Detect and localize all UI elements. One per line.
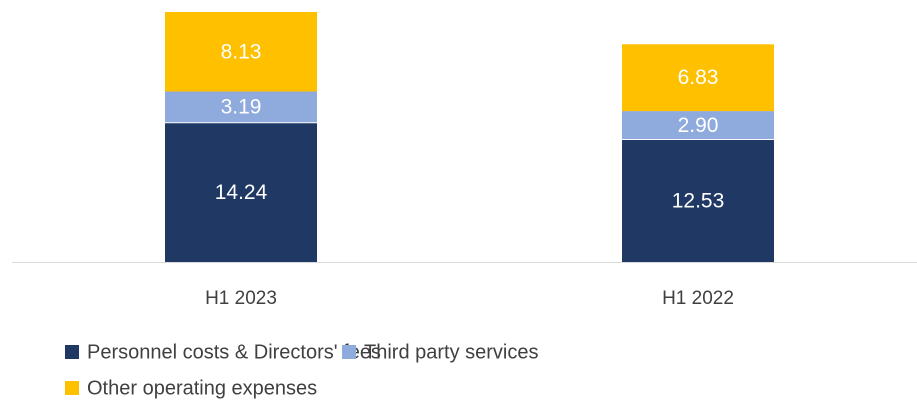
x-tick-label: H1 2022 (662, 288, 734, 309)
data-label: 6.83 (678, 66, 719, 89)
bar-segment (165, 91, 317, 123)
bar-segment (622, 111, 774, 140)
data-label: 14.24 (215, 181, 268, 204)
legend-label: Other operating expenses (87, 377, 317, 399)
x-tick-label: H1 2023 (205, 288, 277, 309)
legend-swatch (65, 345, 79, 359)
bar-segment (622, 44, 774, 112)
data-label: 12.53 (672, 189, 725, 212)
data-label: 8.13 (221, 40, 262, 63)
data-label: 3.19 (221, 96, 262, 119)
legend-swatch (342, 345, 356, 359)
bar-segment (165, 12, 317, 92)
bar-segment (165, 122, 317, 262)
data-label: 2.90 (678, 114, 719, 137)
legend-label: Personnel costs & Directors' fees (87, 341, 381, 363)
legend-swatch (65, 381, 79, 395)
bar-segment (622, 139, 774, 262)
legend-label: Third party services (364, 341, 539, 363)
